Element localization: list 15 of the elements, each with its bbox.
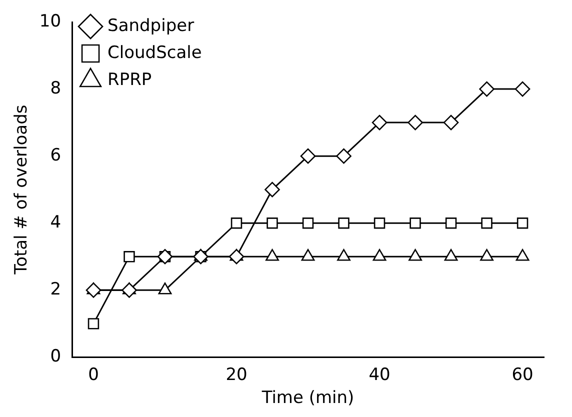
legend-label: CloudScale: [108, 42, 202, 63]
y-tick-label: 6: [50, 146, 62, 166]
x-tick-label: 20: [226, 364, 248, 385]
x-axis-title: Time (min): [260, 388, 354, 408]
y-tick-label: 4: [50, 212, 62, 233]
x-tick-label: 60: [512, 364, 534, 385]
y-tick-label: 8: [50, 78, 62, 98]
y-tick-label: 0: [50, 346, 62, 367]
y-tick-label: 10: [39, 11, 62, 32]
x-tick-label: 0: [88, 364, 99, 385]
x-tick-label: 40: [368, 364, 390, 385]
y-tick-label: 2: [50, 280, 62, 300]
legend-label: RPRP: [108, 70, 152, 90]
y-axis-title: Total # of overloads: [12, 104, 32, 276]
legend-label: Sandpiper: [108, 16, 194, 36]
